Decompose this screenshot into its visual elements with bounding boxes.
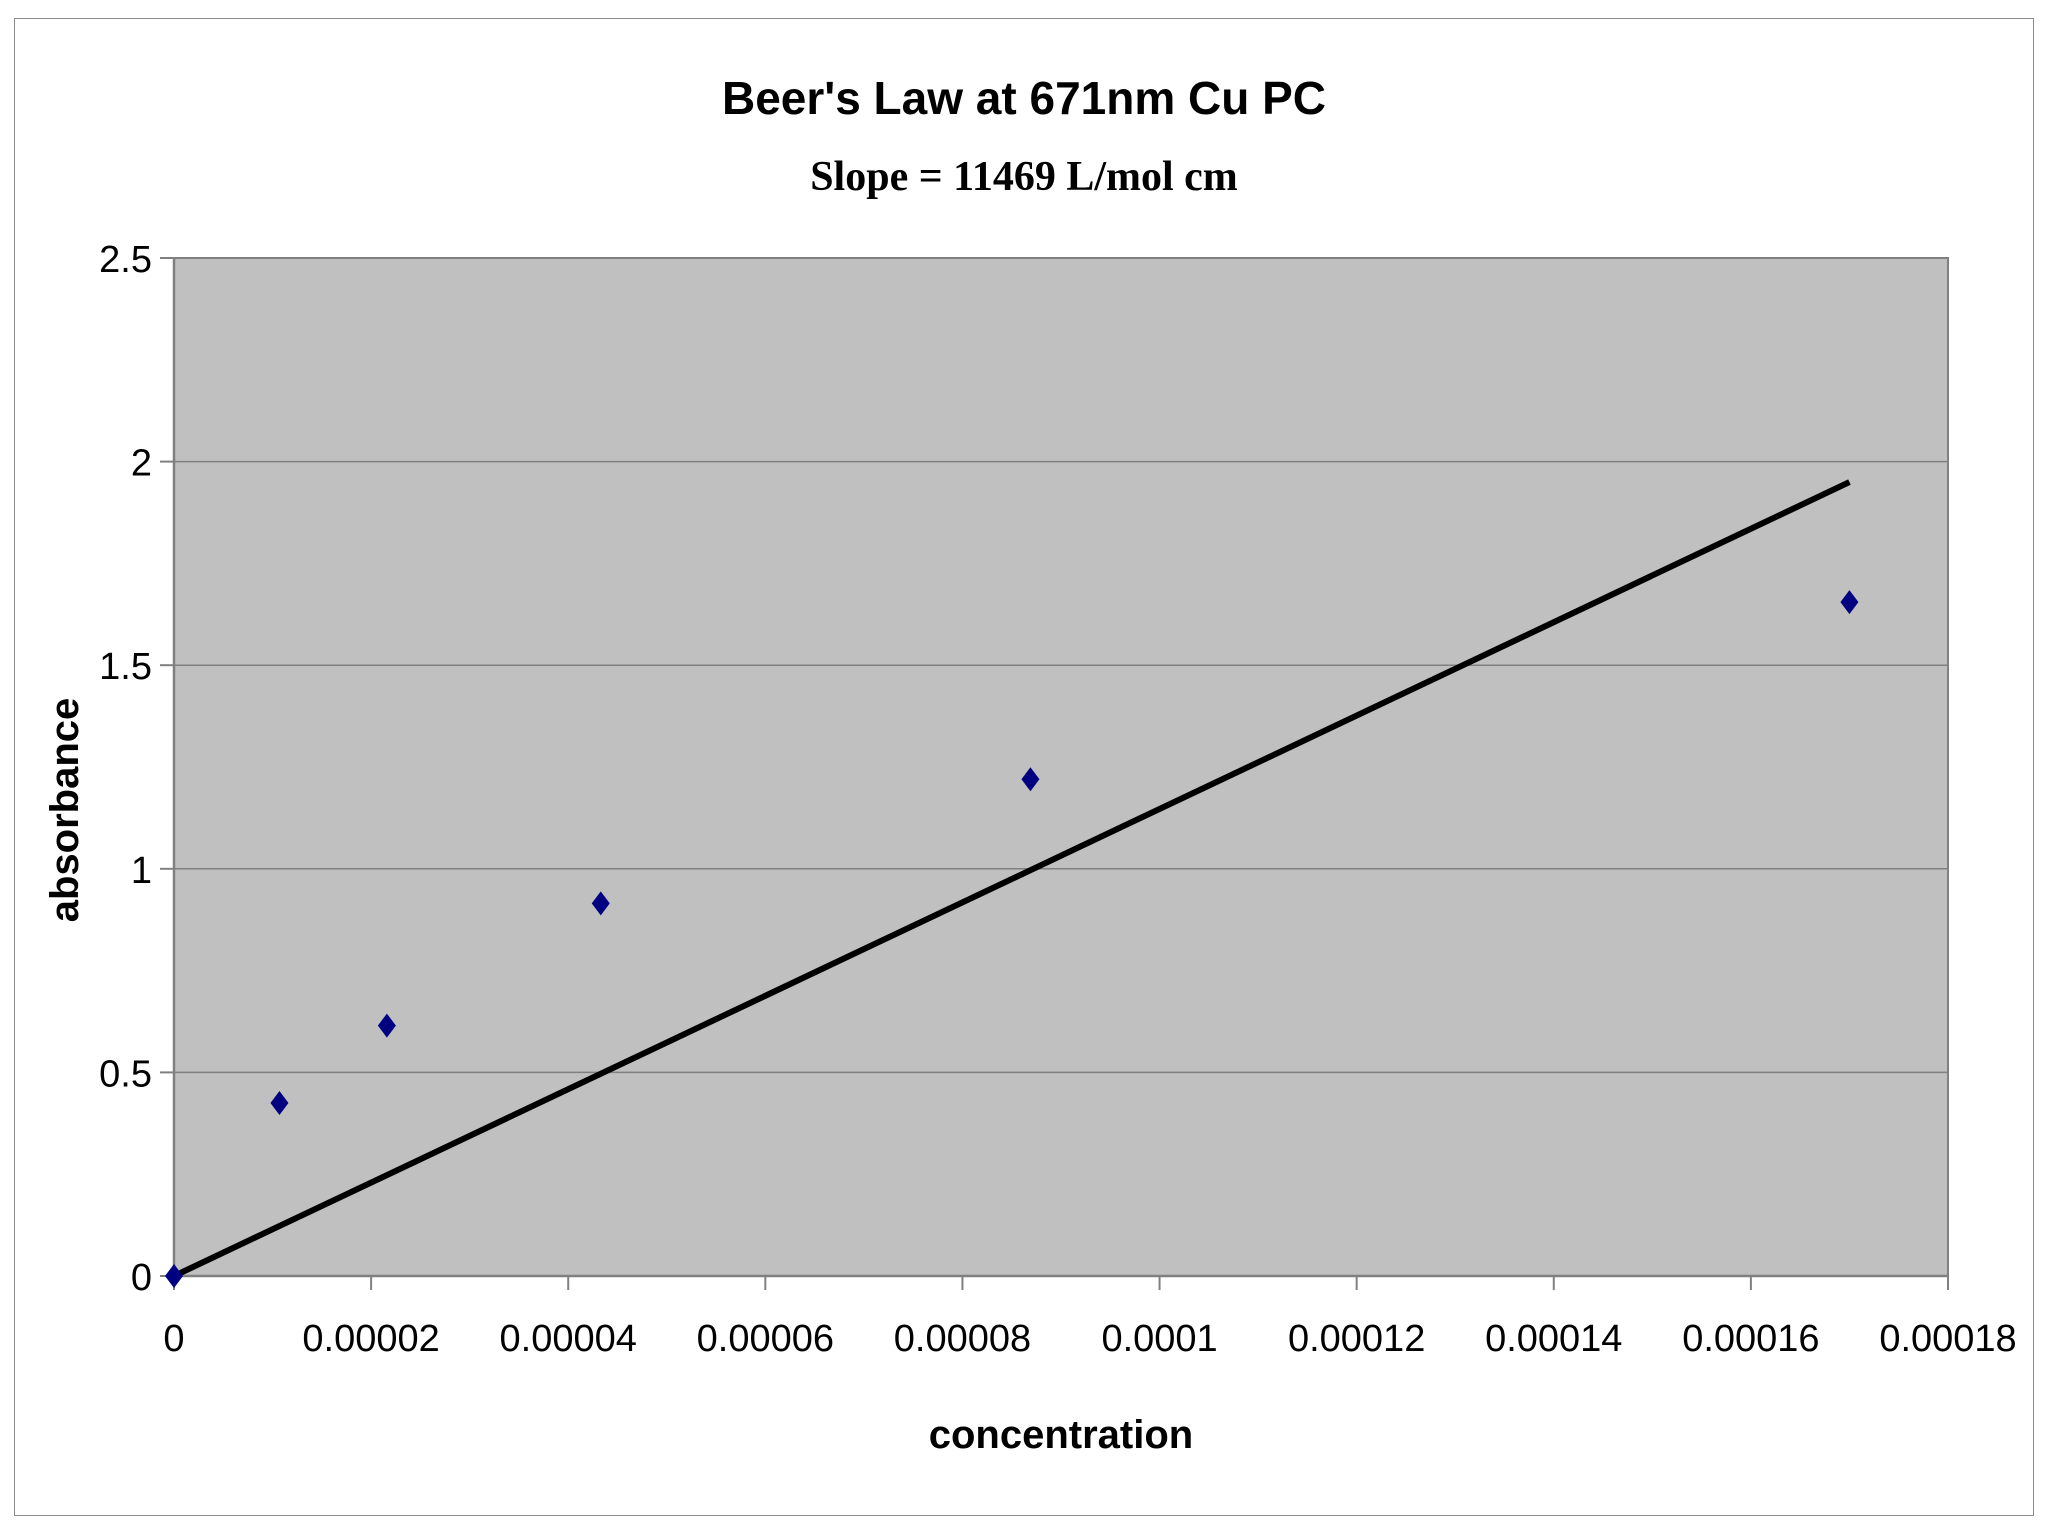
y-tick-label: 2.5 xyxy=(99,239,152,281)
data-point xyxy=(270,1090,289,1115)
data-point xyxy=(591,891,610,916)
data-points xyxy=(165,590,1859,1288)
trendline-layer xyxy=(172,479,1851,1279)
axes xyxy=(160,257,1949,1290)
x-tick-label: 0.0001 xyxy=(1101,1318,1217,1360)
data-point xyxy=(377,1013,396,1038)
y-tick-label: 2 xyxy=(131,443,152,485)
y-tick-label: 1 xyxy=(131,850,152,892)
data-point xyxy=(165,1264,183,1288)
grid-lines xyxy=(174,257,1948,1074)
x-tick-label: 0.00008 xyxy=(894,1318,1031,1360)
plot-area xyxy=(173,257,1949,1277)
trendline xyxy=(172,479,1851,1279)
data-point xyxy=(1840,590,1859,615)
y-tick-label: 0 xyxy=(131,1257,152,1299)
chart-subtitle: Slope = 11469 L/mol cm xyxy=(810,154,1238,200)
x-tick-labels: 0 0.00002 0.00004 0.00006 0.00008 0.0001 0.000… xyxy=(163,1318,2016,1360)
y-tick-labels: 0 0.5 1 1.5 2 2.5 xyxy=(99,239,152,1299)
x-tick-label: 0.00002 xyxy=(302,1318,439,1360)
y-axis-label: absorbance xyxy=(43,698,87,923)
x-tick-label: 0.00012 xyxy=(1288,1318,1425,1360)
x-tick-label: 0.00016 xyxy=(1682,1318,1819,1360)
data-point xyxy=(1021,767,1040,792)
chart-title: Beer's Law at 671nm Cu PC xyxy=(722,72,1326,124)
x-tick-label: 0.00014 xyxy=(1485,1318,1622,1360)
x-tick-label: 0 xyxy=(163,1318,184,1360)
x-tick-label: 0.00018 xyxy=(1879,1318,2016,1360)
x-tick-label: 0.00006 xyxy=(697,1318,834,1360)
y-tick-label: 0.5 xyxy=(99,1053,152,1095)
y-tick-label: 1.5 xyxy=(99,646,152,688)
x-tick-label: 0.00004 xyxy=(500,1318,637,1360)
x-axis-label: concentration xyxy=(929,1413,1193,1457)
